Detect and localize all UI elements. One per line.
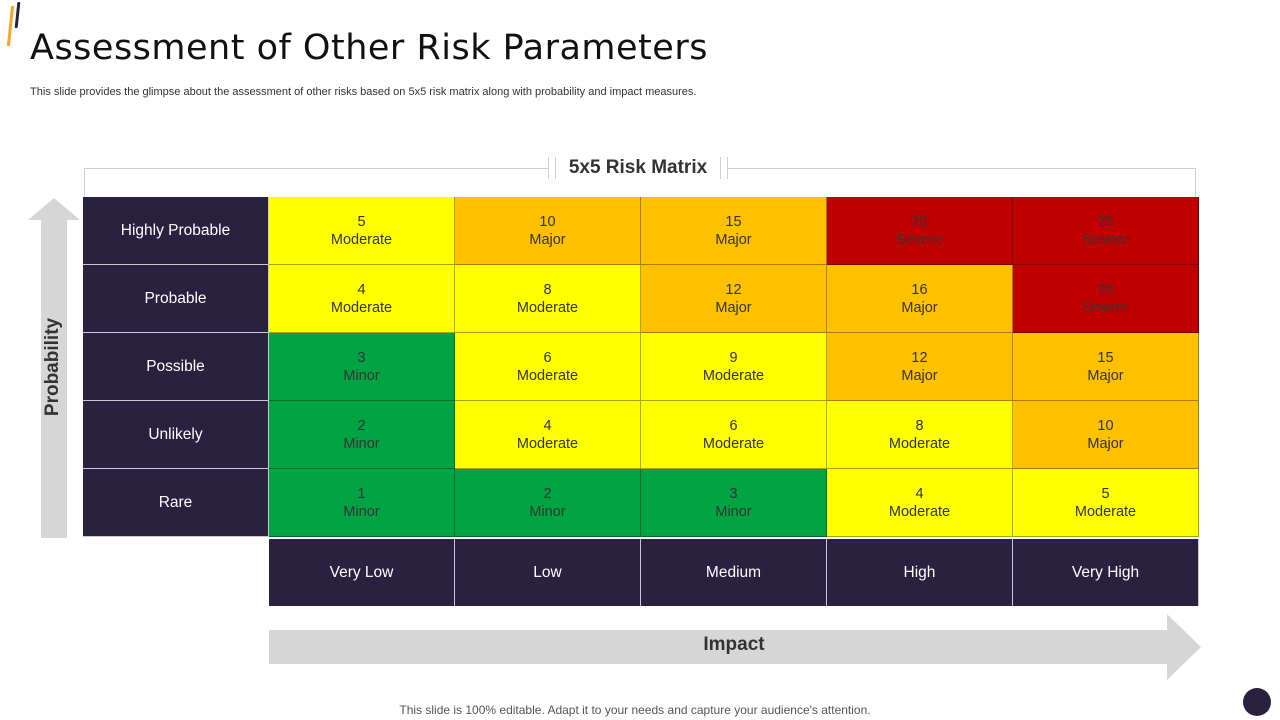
risk-level: Moderate <box>330 231 393 248</box>
risk-score: 20 <box>1097 281 1114 298</box>
risk-level: Major <box>715 231 752 248</box>
risk-level: Severe <box>1082 231 1129 248</box>
risk-cell: 1 Minor <box>269 469 455 537</box>
risk-level: Moderate <box>888 503 951 520</box>
risk-score: 25 <box>1097 213 1114 230</box>
risk-cell: 9 Moderate <box>641 333 827 401</box>
risk-score: 12 <box>725 281 742 298</box>
impact-label: Impact <box>703 634 765 655</box>
risk-cell: 10 Major <box>1013 401 1199 469</box>
impact-column-label: Very Low <box>269 539 455 606</box>
risk-cell: 12 Major <box>641 265 827 333</box>
risk-cell: 25 Severe <box>1013 197 1199 265</box>
risk-level: Moderate <box>888 435 951 452</box>
risk-score: 8 <box>543 281 552 298</box>
probability-label: Probability <box>42 317 63 417</box>
risk-level: Minor <box>715 503 752 520</box>
risk-level: Moderate <box>702 435 765 452</box>
risk-score: 2 <box>357 417 366 434</box>
risk-cell: 4 Moderate <box>269 265 455 333</box>
risk-level: Major <box>901 299 938 316</box>
risk-level: Minor <box>529 503 566 520</box>
risk-cell: 6 Moderate <box>455 333 641 401</box>
risk-cell: 4 Moderate <box>827 469 1013 537</box>
risk-matrix-grid: Highly Probable 5 Moderate 10 Major 15 Major 20… <box>83 197 1199 537</box>
page-subtitle: This slide provides the glimpse about th… <box>30 86 697 98</box>
risk-score: 8 <box>915 417 924 434</box>
risk-cell: 2 Minor <box>455 469 641 537</box>
probability-row-label: Unlikely <box>83 401 269 469</box>
risk-score: 20 <box>911 213 928 230</box>
impact-column-label: Very High <box>1013 539 1199 606</box>
corner-dot <box>1243 688 1271 716</box>
risk-score: 1 <box>357 485 366 502</box>
risk-score: 4 <box>357 281 366 298</box>
risk-score: 6 <box>729 417 738 434</box>
risk-cell: 6 Moderate <box>641 401 827 469</box>
matrix-title: 5x5 Risk Matrix <box>548 155 728 181</box>
probability-row-label: Probable <box>83 265 269 333</box>
risk-level: Moderate <box>516 435 579 452</box>
risk-cell: 4 Moderate <box>455 401 641 469</box>
risk-level: Moderate <box>330 299 393 316</box>
impact-column-label: High <box>827 539 1013 606</box>
risk-score: 4 <box>915 485 924 502</box>
risk-score: 6 <box>543 349 552 366</box>
risk-level: Major <box>529 231 566 248</box>
risk-level: Minor <box>343 435 380 452</box>
risk-score: 5 <box>357 213 366 230</box>
risk-level: Moderate <box>516 299 579 316</box>
probability-row-label: Possible <box>83 333 269 401</box>
risk-level: Severe <box>1082 299 1129 316</box>
accent-bar-navy <box>14 2 21 28</box>
risk-cell: 8 Moderate <box>827 401 1013 469</box>
risk-score: 10 <box>1097 417 1114 434</box>
risk-cell: 10 Major <box>455 197 641 265</box>
risk-level: Severe <box>896 231 943 248</box>
risk-score: 12 <box>911 349 928 366</box>
risk-cell: 15 Major <box>1013 333 1199 401</box>
risk-score: 3 <box>357 349 366 366</box>
risk-cell: 3 Minor <box>269 333 455 401</box>
footer-note: This slide is 100% editable. Adapt it to… <box>399 703 871 717</box>
risk-level: Moderate <box>702 367 765 384</box>
risk-score: 5 <box>1101 485 1110 502</box>
risk-level: Moderate <box>1074 503 1137 520</box>
impact-column-label: Medium <box>641 539 827 606</box>
impact-arrow <box>269 614 1201 680</box>
risk-level: Moderate <box>516 367 579 384</box>
risk-score: 3 <box>729 485 738 502</box>
page-title: Assessment of Other Risk Parameters <box>30 28 708 68</box>
risk-score: 2 <box>543 485 552 502</box>
probability-arrow <box>28 198 80 538</box>
risk-score: 15 <box>1097 349 1114 366</box>
risk-cell: 16 Major <box>827 265 1013 333</box>
risk-level: Major <box>1087 435 1124 452</box>
risk-score: 9 <box>729 349 738 366</box>
risk-score: 15 <box>725 213 742 230</box>
risk-level: Major <box>901 367 938 384</box>
impact-column-label: Low <box>455 539 641 606</box>
risk-level: Minor <box>343 367 380 384</box>
probability-row-label: Highly Probable <box>83 197 269 265</box>
probability-row-label: Rare <box>83 469 269 537</box>
risk-cell: 2 Minor <box>269 401 455 469</box>
risk-score: 10 <box>539 213 556 230</box>
risk-cell: 12 Major <box>827 333 1013 401</box>
impact-header-row: Very Low Low Medium High Very High <box>269 539 1199 606</box>
risk-cell: 20 Severe <box>1013 265 1199 333</box>
risk-score: 4 <box>543 417 552 434</box>
accent-bar-orange <box>6 6 15 46</box>
risk-cell: 20 Severe <box>827 197 1013 265</box>
risk-level: Major <box>715 299 752 316</box>
risk-cell: 3 Minor <box>641 469 827 537</box>
risk-cell: 8 Moderate <box>455 265 641 333</box>
risk-cell: 5 Moderate <box>269 197 455 265</box>
risk-level: Major <box>1087 367 1124 384</box>
risk-cell: 15 Major <box>641 197 827 265</box>
risk-score: 16 <box>911 281 928 298</box>
risk-cell: 5 Moderate <box>1013 469 1199 537</box>
risk-level: Minor <box>343 503 380 520</box>
